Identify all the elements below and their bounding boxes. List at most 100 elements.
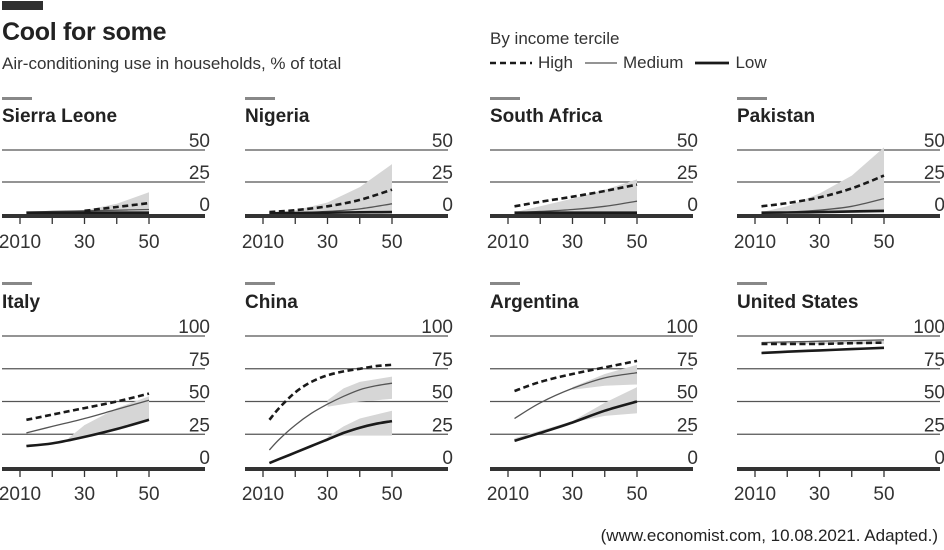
x-tick-label: 30 [809, 484, 830, 505]
panel-italy: Italy 0 25 50 75 100 2010 30 50 [0, 282, 210, 505]
uncertainty-band [269, 164, 392, 214]
legend-item-high: High [490, 53, 573, 73]
x-tick-label: 2010 [0, 232, 41, 253]
x-tick-label: 2010 [487, 484, 529, 505]
source-note: (www.economist.com, 10.08.2021. Adapted.… [600, 526, 938, 545]
panel-nigeria: Nigeria 0 25 50 2010 30 50 [242, 97, 453, 253]
x-tick-label: 2010 [0, 484, 41, 505]
y-tick-label: 100 [666, 317, 698, 338]
panel-sierra-leone: Sierra Leone 0 25 50 2010 30 50 [0, 97, 210, 253]
y-tick-label: 50 [432, 131, 453, 152]
series-line-low [761, 209, 885, 214]
series-line-high [514, 359, 638, 393]
y-tick-label: 0 [199, 195, 210, 216]
panel-title: United States [737, 292, 858, 313]
x-axis-baseline [490, 467, 693, 471]
uncertainty-band [514, 387, 637, 441]
y-tick-label: 0 [687, 448, 698, 469]
panel-title: Italy [2, 292, 40, 313]
panel-title: Nigeria [245, 106, 310, 127]
panel-title: Argentina [490, 292, 579, 313]
y-tick-label: 0 [934, 448, 944, 469]
x-tick-label: 50 [138, 484, 159, 505]
x-tick-label: 50 [626, 484, 647, 505]
x-tick-label: 30 [562, 232, 583, 253]
y-tick-label: 50 [189, 131, 210, 152]
y-tick-label: 50 [677, 131, 698, 152]
panel-china: China 0 25 50 75 100 2010 30 50 [242, 282, 453, 505]
x-tick-label: 2010 [734, 232, 776, 253]
panel-title: Sierra Leone [2, 106, 117, 127]
series-line-medium [514, 372, 638, 420]
x-tick-label: 50 [873, 484, 894, 505]
x-tick-label: 30 [74, 484, 95, 505]
series-line-low [26, 418, 150, 448]
uncertainty-band [514, 179, 637, 213]
x-axis-baseline [2, 467, 205, 471]
y-tick-label: 0 [934, 195, 944, 216]
uncertainty-band [761, 147, 884, 214]
panel-title: China [245, 292, 298, 313]
series-line-high [514, 183, 638, 208]
series-line-low [268, 419, 393, 465]
y-tick-label: 0 [442, 448, 453, 469]
y-tick-label: 75 [189, 350, 210, 371]
x-tick-label: 50 [873, 232, 894, 253]
panel-title-bar [737, 97, 767, 100]
legend-title: By income tercile [490, 29, 620, 48]
panel-south-africa: South Africa 0 25 50 2010 30 50 [487, 97, 698, 253]
panel-title-bar [2, 282, 32, 285]
x-tick-label: 50 [381, 232, 402, 253]
series-line-high [761, 341, 885, 346]
x-axis-baseline [245, 467, 448, 471]
thick-line-icon [695, 61, 730, 65]
x-tick-label: 2010 [242, 232, 284, 253]
chart-title: Cool for some [2, 18, 167, 46]
legend-item-low: Low [695, 53, 767, 73]
x-tick-label: 2010 [487, 232, 529, 253]
y-tick-label: 25 [189, 415, 210, 436]
uncertainty-band [327, 410, 392, 439]
y-tick-label: 100 [421, 317, 453, 338]
series-line-medium [761, 339, 885, 344]
y-tick-label: 50 [924, 131, 944, 152]
panel-argentina: Argentina 0 25 50 75 100 2010 30 50 [487, 282, 698, 505]
series-line-low [269, 210, 393, 215]
x-tick-label: 50 [138, 232, 159, 253]
uncertainty-band [68, 396, 149, 440]
y-tick-label: 50 [677, 383, 698, 404]
series-line-medium [26, 399, 150, 434]
series-line-low [514, 400, 638, 443]
series-line-high [761, 174, 885, 208]
chart-subtitle: Air-conditioning use in households, % of… [2, 54, 342, 73]
panel-title-bar [737, 282, 767, 285]
y-tick-label: 25 [432, 163, 453, 184]
x-tick-label: 30 [809, 232, 830, 253]
x-tick-label: 30 [562, 484, 583, 505]
y-tick-label: 50 [432, 383, 453, 404]
x-axis-baseline [737, 214, 940, 218]
series-line-low [761, 346, 885, 355]
legend-item-medium: Medium [584, 53, 684, 73]
dashed-line-icon [490, 61, 532, 65]
y-tick-label: 0 [199, 448, 210, 469]
y-tick-label: 25 [924, 163, 944, 184]
y-tick-label: 75 [432, 350, 453, 371]
y-tick-label: 100 [178, 317, 210, 338]
y-tick-label: 25 [432, 415, 453, 436]
y-tick-label: 50 [189, 383, 210, 404]
panel-title-bar [245, 282, 275, 285]
x-tick-label: 30 [74, 232, 95, 253]
x-tick-label: 2010 [242, 484, 284, 505]
series-line-high [84, 201, 150, 213]
x-tick-label: 2010 [734, 484, 776, 505]
x-tick-label: 30 [317, 484, 338, 505]
series-line-high [26, 392, 150, 422]
x-tick-label: 50 [381, 484, 402, 505]
legend-label-high: High [538, 53, 573, 72]
y-tick-label: 100 [913, 317, 944, 338]
legend-label-medium: Medium [622, 53, 684, 72]
panel-united-states: United States 0 25 50 75 100 2010 30 50 [734, 282, 944, 505]
panel-title: South Africa [490, 106, 603, 127]
